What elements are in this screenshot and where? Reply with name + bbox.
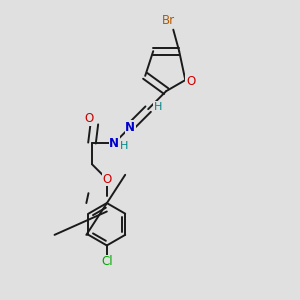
Text: O: O [84, 112, 94, 125]
Text: O: O [102, 172, 112, 186]
Text: H: H [153, 102, 162, 112]
Text: Br: Br [162, 14, 176, 27]
Text: H: H [120, 141, 129, 151]
Text: Cl: Cl [101, 255, 112, 268]
Text: N: N [109, 137, 119, 150]
Text: O: O [186, 75, 195, 88]
Text: N: N [125, 121, 135, 134]
